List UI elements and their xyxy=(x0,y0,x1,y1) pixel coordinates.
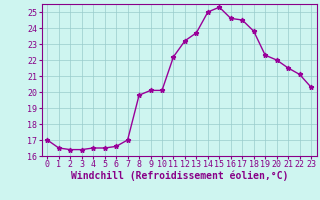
X-axis label: Windchill (Refroidissement éolien,°C): Windchill (Refroidissement éolien,°C) xyxy=(70,171,288,181)
